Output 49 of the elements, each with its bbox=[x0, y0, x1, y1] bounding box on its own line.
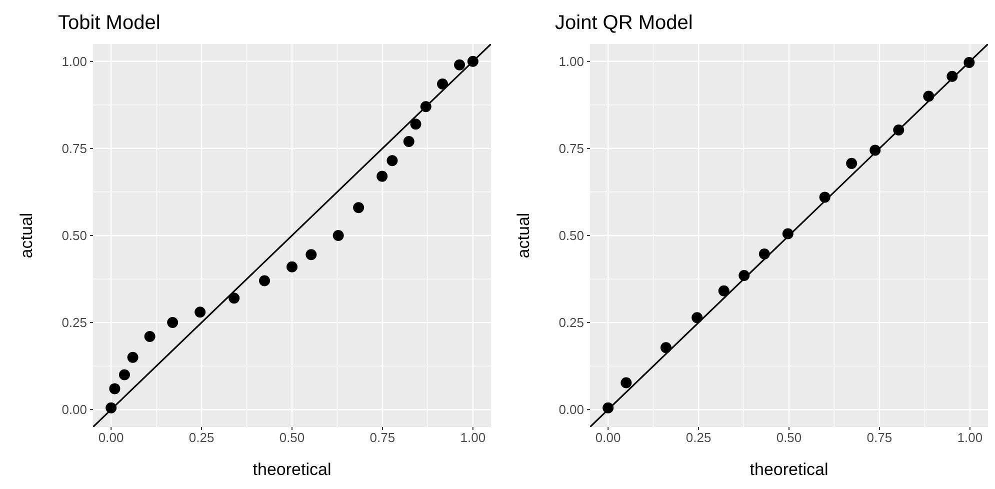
y-tick-label: 0.75 bbox=[558, 141, 584, 156]
point bbox=[353, 202, 364, 214]
y-axis-title: actual bbox=[514, 212, 533, 258]
point bbox=[660, 342, 672, 354]
y-tick-label: 0.25 bbox=[62, 315, 87, 330]
x-tick-label: 0.50 bbox=[776, 430, 802, 445]
y-tick-label: 0.00 bbox=[62, 402, 87, 418]
y-tick-label: 0.75 bbox=[62, 141, 87, 156]
x-tick-label: 0.75 bbox=[370, 430, 396, 445]
y-tick-label: 0.50 bbox=[558, 228, 584, 244]
point bbox=[846, 158, 858, 169]
point bbox=[376, 170, 388, 182]
point bbox=[410, 118, 422, 130]
x-tick-label: 1.00 bbox=[957, 430, 983, 445]
x-axis-title: theoretical bbox=[252, 460, 332, 479]
chart-title: Tobit Model bbox=[58, 12, 160, 34]
point bbox=[332, 230, 344, 241]
y-axis-title: actual bbox=[17, 212, 36, 258]
y-tick-label: 0.25 bbox=[558, 315, 584, 330]
x-tick-label: 0.25 bbox=[686, 430, 712, 445]
chart-title: Joint QR Model bbox=[555, 12, 693, 34]
point bbox=[454, 59, 466, 70]
point bbox=[437, 78, 448, 90]
x-tick-label: 0.25 bbox=[188, 430, 214, 445]
point bbox=[167, 317, 178, 328]
y-tick-label: 0.50 bbox=[62, 228, 87, 244]
point bbox=[118, 369, 130, 380]
point bbox=[127, 352, 138, 363]
y-tick-label: 1.00 bbox=[62, 54, 87, 69]
x-tick-label: 1.00 bbox=[460, 430, 486, 445]
point bbox=[109, 383, 120, 394]
point bbox=[286, 261, 298, 272]
point bbox=[144, 330, 156, 342]
point bbox=[692, 312, 703, 324]
y-tick-label: 0.00 bbox=[558, 402, 584, 418]
point bbox=[194, 306, 206, 318]
point bbox=[306, 249, 317, 260]
point bbox=[228, 292, 240, 304]
point bbox=[718, 285, 730, 296]
x-tick-label: 0.50 bbox=[279, 430, 305, 445]
point bbox=[620, 377, 632, 388]
x-tick-label: 0.00 bbox=[595, 430, 621, 445]
point bbox=[259, 275, 270, 286]
point bbox=[386, 155, 398, 166]
y-tick-label: 1.00 bbox=[558, 54, 584, 69]
x-axis-title: theoretical bbox=[750, 460, 828, 479]
point bbox=[403, 136, 414, 147]
x-tick-label: 0.75 bbox=[866, 430, 892, 445]
x-tick-label: 0.00 bbox=[98, 430, 124, 445]
